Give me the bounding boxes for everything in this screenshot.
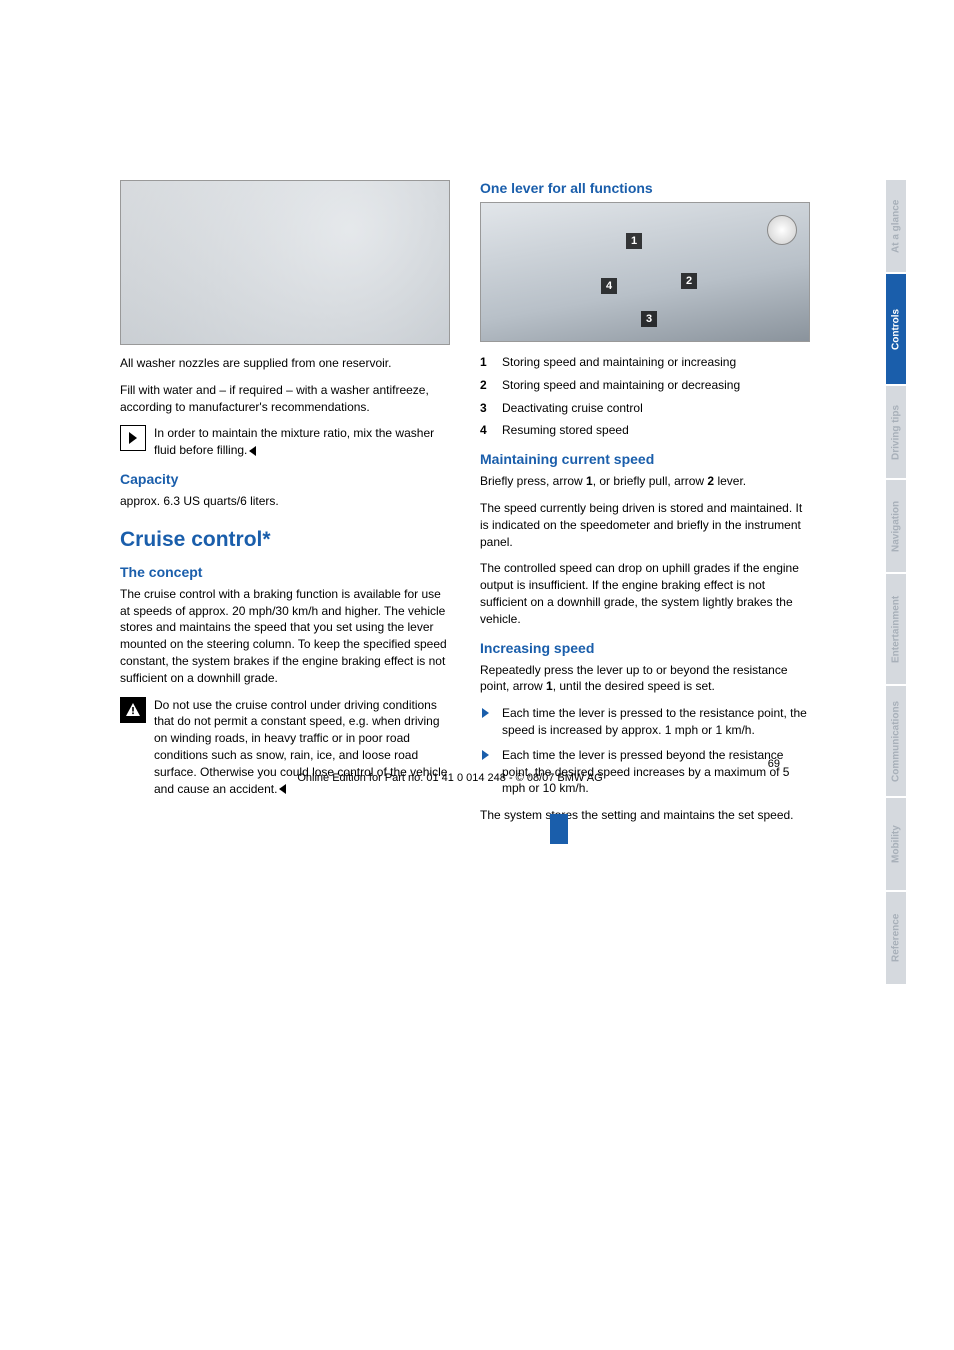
capacity-para: approx. 6.3 US quarts/6 liters.: [120, 493, 450, 510]
list-item: Deactivating cruise control: [480, 400, 810, 417]
capacity-heading: Capacity: [120, 471, 450, 487]
callout-2: 2: [681, 273, 697, 289]
increase-heading: Increasing speed: [480, 640, 810, 656]
copyright-line: Online Edition for Part no. 01 41 0 014 …: [120, 772, 780, 784]
washer-reservoir-image: [120, 180, 450, 345]
tab-controls[interactable]: Controls: [886, 274, 906, 384]
callout-3: 3: [641, 311, 657, 327]
tab-navigation[interactable]: Navigation: [886, 480, 906, 572]
callout-1: 1: [626, 233, 642, 249]
lever-function-list: Storing speed and maintaining or increas…: [480, 354, 810, 439]
tip-box-mixture: In order to maintain the mixture ratio, …: [120, 425, 450, 459]
cruise-control-heading: Cruise control*: [120, 528, 450, 552]
end-marker-icon: [279, 784, 286, 794]
tip-icon: [120, 425, 146, 451]
list-item: Storing speed and maintaining or increas…: [480, 354, 810, 371]
list-item: Resuming stored speed: [480, 422, 810, 439]
tab-reference[interactable]: Reference: [886, 892, 906, 984]
cruise-lever-image: 1 2 3 4: [480, 202, 810, 342]
page-footer: 69 Online Edition for Part no. 01 41 0 0…: [120, 758, 780, 784]
warning-icon: [120, 697, 146, 723]
maintain-para-2: The speed currently being driven is stor…: [480, 500, 810, 550]
tab-driving-tips[interactable]: Driving tips: [886, 386, 906, 478]
bmw-roundel-icon: [767, 215, 797, 245]
section-tabs: At a glance Controls Driving tips Naviga…: [886, 180, 906, 984]
maintain-heading: Maintaining current speed: [480, 451, 810, 467]
washer-fill-para: Fill with water and – if required – with…: [120, 382, 450, 416]
concept-para: The cruise control with a braking functi…: [120, 586, 450, 687]
tip-text: In order to maintain the mixture ratio, …: [154, 425, 450, 459]
footer-indicator: [120, 814, 780, 819]
end-marker-icon: [249, 446, 256, 456]
increase-para-1: Repeatedly press the lever up to or beyo…: [480, 662, 810, 696]
concept-heading: The concept: [120, 564, 450, 580]
lever-heading: One lever for all functions: [480, 180, 810, 196]
washer-intro-para: All washer nozzles are supplied from one…: [120, 355, 450, 372]
callout-4: 4: [601, 278, 617, 294]
tab-entertainment[interactable]: Entertainment: [886, 574, 906, 684]
tab-communications[interactable]: Communications: [886, 686, 906, 796]
maintain-para-1: Briefly press, arrow 1, or briefly pull,…: [480, 473, 810, 490]
tab-at-a-glance[interactable]: At a glance: [886, 180, 906, 272]
list-item: Each time the lever is pressed to the re…: [480, 705, 810, 739]
list-item: Storing speed and maintaining or decreas…: [480, 377, 810, 394]
tab-mobility[interactable]: Mobility: [886, 798, 906, 890]
maintain-para-3: The controlled speed can drop on uphill …: [480, 560, 810, 627]
page-number: 69: [120, 758, 780, 770]
